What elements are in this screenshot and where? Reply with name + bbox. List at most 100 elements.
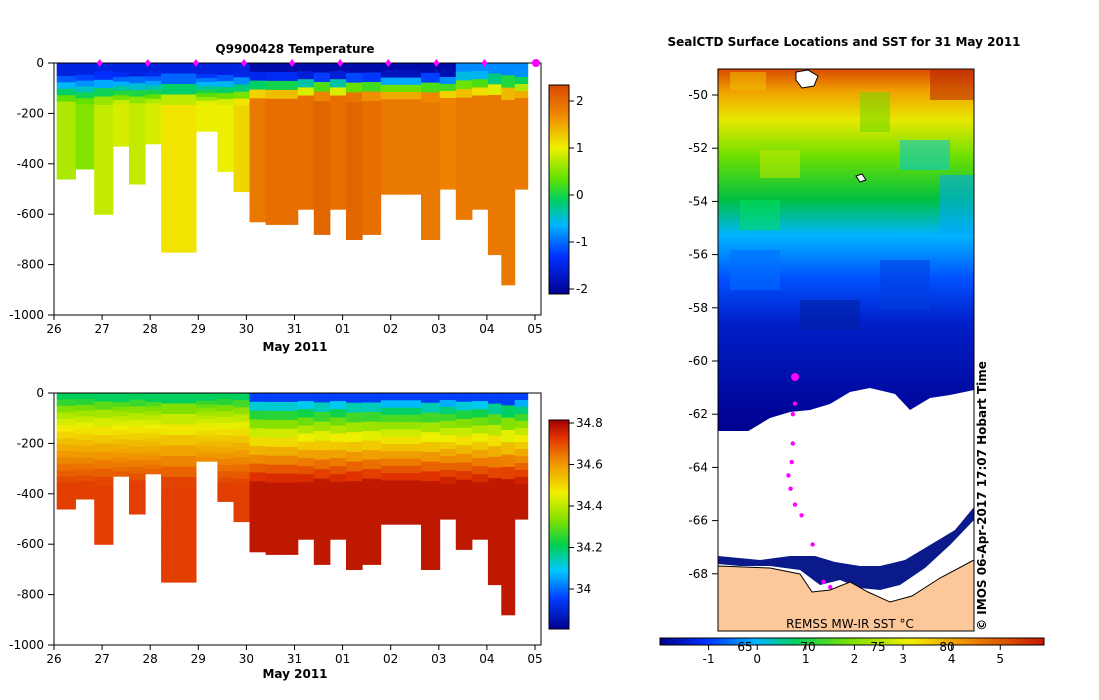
profile-cell [402, 444, 422, 452]
profile-cell [94, 468, 114, 478]
profile-cell [161, 168, 181, 180]
profile-cell [112, 127, 130, 133]
profile-cell [129, 177, 146, 185]
profile-cell [129, 493, 146, 502]
profile-cell [514, 112, 529, 120]
track-point [790, 412, 795, 417]
profile-cell [439, 63, 457, 71]
lat-tick-label: -54 [688, 194, 708, 208]
profile-cell [297, 119, 315, 129]
profile-cell [439, 435, 457, 443]
x-tick-label: 27 [94, 322, 109, 336]
profile-cell [329, 474, 347, 483]
profile-cell [455, 149, 473, 160]
profile-column [217, 63, 234, 172]
profile-cell [362, 139, 382, 150]
profile-cell [471, 474, 489, 483]
profile-cell [129, 466, 146, 475]
profile-cell [346, 141, 363, 152]
profile-cell [94, 535, 114, 545]
profile-cell [161, 466, 181, 478]
profile-cell [421, 229, 441, 240]
profile-cell [281, 63, 299, 73]
profile-cell [402, 63, 422, 71]
profile-cell [217, 453, 234, 460]
profile-cell [421, 161, 441, 172]
profile-cell [471, 119, 489, 129]
profile-cell [233, 478, 251, 487]
colorbar-tick-label: 34.4 [576, 499, 603, 513]
profile-cell [439, 154, 457, 162]
profile-cell [112, 397, 130, 403]
profile-cell [217, 435, 234, 442]
surface-marker [96, 59, 103, 67]
profile-column [281, 63, 299, 225]
profile-cell [402, 480, 422, 489]
profile-cell [487, 158, 502, 170]
profile-cell [265, 419, 283, 430]
profile-cell [455, 106, 473, 116]
profile-cell [145, 125, 162, 131]
profile-cell [161, 424, 181, 436]
profile-cell [56, 502, 76, 510]
profile-cell [179, 561, 197, 573]
profile-cell [471, 136, 489, 145]
profile-cell [217, 405, 234, 412]
salinity-panel: 0 -200 -400 -600 -800 -1000 26 27 28 29 30 31 01 02 0… [9, 386, 603, 681]
profile-cell [112, 406, 130, 413]
profile-cell [161, 178, 181, 190]
profile-cell [179, 168, 197, 180]
profile-cell [249, 115, 267, 126]
profile-cell [487, 552, 502, 564]
profile-cell [329, 498, 347, 508]
profile-cell [56, 63, 76, 70]
profile-column [501, 63, 516, 286]
profile-cell [380, 422, 403, 430]
profile-cell [455, 167, 473, 177]
profile-cell [217, 399, 234, 406]
profile-cell [145, 446, 162, 452]
profile-cell [329, 425, 347, 435]
profile-cell [196, 423, 218, 428]
profile-cell [56, 121, 76, 128]
profile-cell [471, 531, 489, 540]
profile-cell [112, 123, 130, 129]
temperature-panel: Q9900428 Temperature 0 -200 -400 -600 -800 -1… [9, 42, 588, 354]
longitude-label: 65 [737, 640, 752, 654]
profile-cell [75, 416, 95, 423]
lat-tick-label: -66 [688, 514, 708, 528]
profile-cell [196, 81, 218, 87]
profile-cell [129, 413, 146, 421]
profile-cell [233, 393, 251, 401]
profile-cell [145, 419, 162, 425]
profile-cell [362, 91, 382, 102]
profile-cell [129, 473, 146, 481]
profile-cell [179, 403, 197, 415]
profile-cell [514, 147, 529, 155]
profile-cell [233, 105, 251, 114]
profile-cell [56, 159, 76, 167]
profile-cell [56, 489, 76, 497]
profile-cell [455, 193, 473, 203]
track-point [791, 373, 799, 381]
profile-cell [313, 129, 331, 140]
profile-cell [145, 433, 162, 439]
profile-cell [514, 133, 529, 141]
profile-cell [217, 483, 234, 490]
profile-cell [346, 393, 363, 404]
profile-cell [329, 201, 347, 210]
profile-cell [346, 63, 363, 74]
profile-cell [487, 403, 502, 415]
profile-cell [112, 95, 130, 101]
profile-cell [129, 110, 146, 118]
temperature-profiles [56, 63, 529, 286]
profile-cell [112, 90, 130, 96]
profile-cell [281, 179, 299, 190]
profile-cell [217, 75, 234, 82]
profile-cell [501, 260, 516, 273]
profile-cell [56, 405, 76, 413]
profile-cell [145, 393, 162, 399]
profile-cell [402, 157, 422, 166]
profile-cell [439, 470, 457, 478]
profile-cell [346, 451, 363, 463]
